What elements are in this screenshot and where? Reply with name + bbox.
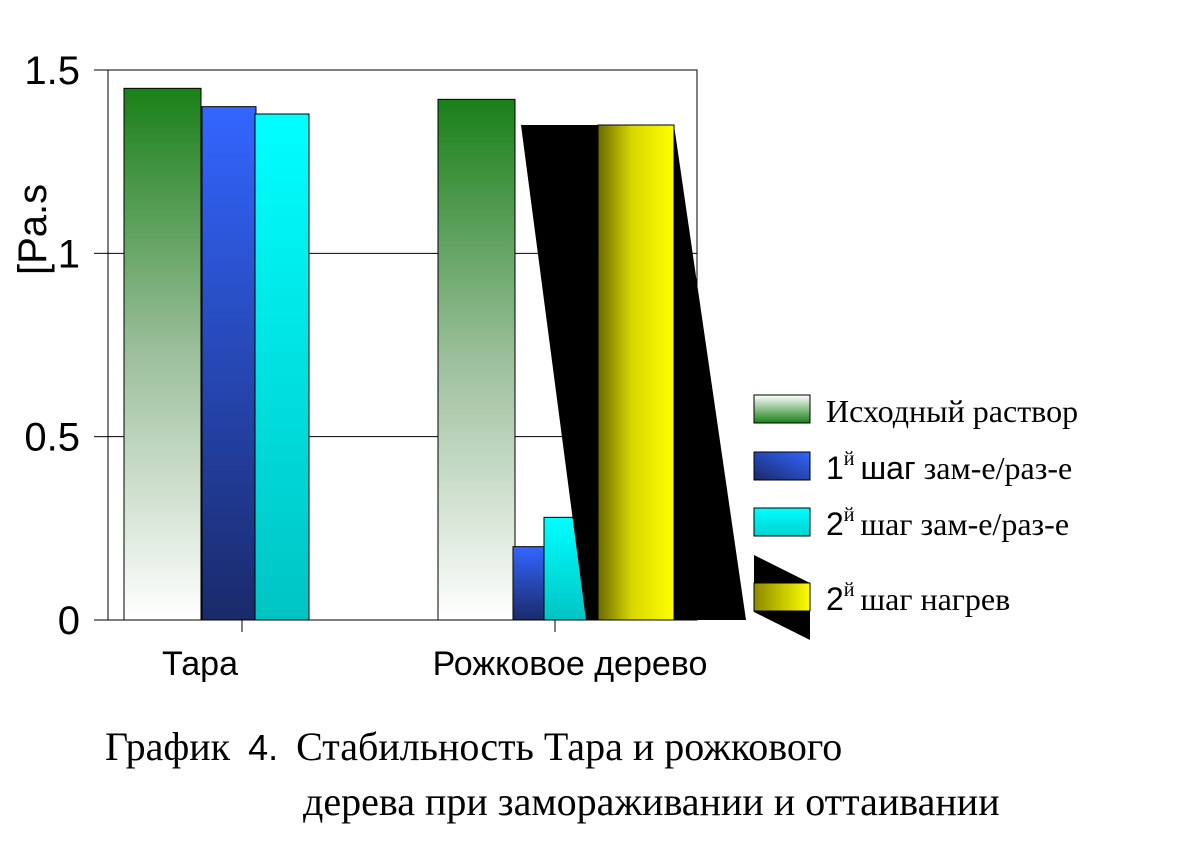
bar-1-1 — [123, 87, 202, 621]
x-category-label: Рожковое дерево — [433, 645, 708, 683]
caption-prefix: График — [105, 724, 231, 769]
caption-line1-rest: Стабильность Тара и рожкового — [296, 724, 842, 769]
axes: 0 0.5 1 1.5 Тара Рожковое дерево — [24, 49, 707, 683]
caption-line-2: дерева при замораживании и оттаивании — [303, 779, 1000, 824]
y-tick-label: 0.5 — [24, 416, 80, 460]
x-category-label: Тара — [162, 645, 238, 683]
bar-shadow-right — [674, 125, 746, 620]
bar-1-2 — [201, 106, 257, 621]
legend-item: 1й шаг зам-е/раз-е — [753, 448, 1072, 486]
bar-1-3 — [254, 113, 310, 621]
y-tick-label: 1.5 — [24, 49, 80, 93]
y-axis-label: [Pa.s — [11, 184, 55, 275]
legend-label: 1й шаг зам-е/раз-е — [826, 448, 1072, 486]
legend-swatch — [753, 451, 811, 481]
caption-number: 4. — [248, 727, 278, 768]
y-tick-label: 0 — [58, 599, 80, 643]
legend-label: Исходный раствор — [826, 393, 1078, 429]
bar-2-4 — [597, 124, 675, 621]
legend-swatch — [753, 582, 811, 612]
legend-item: 2й шаг зам-е/раз-е — [753, 504, 1069, 542]
bars — [123, 87, 746, 621]
legend: Исходный раствор 1й шаг зам-е/раз-е 2й шаг зам… — [753, 393, 1078, 640]
legend-item: Исходный раствор — [753, 393, 1078, 429]
legend-label: 2й шаг зам-е/раз-е — [826, 504, 1069, 542]
legend-swatch — [753, 507, 811, 537]
y-tick-label: 1 — [58, 232, 80, 276]
legend-swatch — [753, 394, 811, 424]
legend-item: 2й шаг нагрев — [753, 555, 1010, 640]
bar-2-1 — [437, 98, 516, 621]
legend-label: 2й шаг нагрев — [826, 579, 1010, 617]
caption-line-1: График 4. Стабильность Тара и рожкового — [105, 724, 842, 769]
bar-shadow-left — [521, 125, 598, 620]
